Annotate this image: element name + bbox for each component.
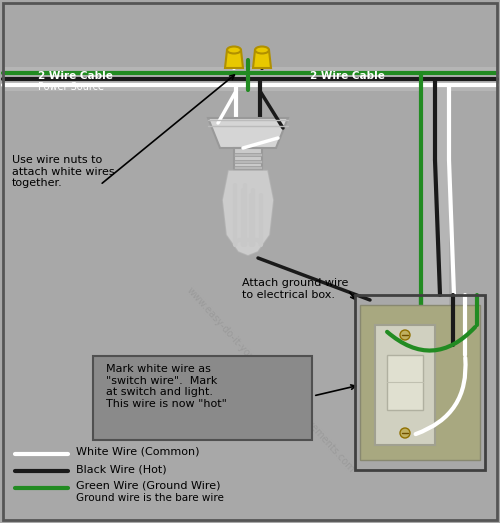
- Bar: [234, 166, 262, 169]
- Text: Mark white wire as
"switch wire".  Mark
at switch and light.
This wire is now "h: Mark white wire as "switch wire". Mark a…: [106, 364, 227, 409]
- Bar: [234, 148, 262, 170]
- Bar: [234, 153, 262, 156]
- Circle shape: [400, 330, 410, 340]
- Ellipse shape: [255, 47, 269, 53]
- Polygon shape: [208, 118, 288, 148]
- Text: 2 Wire Cable: 2 Wire Cable: [38, 71, 113, 81]
- Circle shape: [400, 428, 410, 438]
- Text: Attach ground wire
to electrical box.: Attach ground wire to electrical box.: [242, 278, 348, 300]
- Text: Use wire nuts to
attach white wires
together.: Use wire nuts to attach white wires toge…: [12, 155, 115, 188]
- Text: Green Wire (Ground Wire): Green Wire (Ground Wire): [76, 481, 221, 491]
- Bar: [355, 295, 485, 470]
- Ellipse shape: [227, 47, 241, 53]
- Bar: [421, 67, 449, 427]
- Text: Black Wire (Hot): Black Wire (Hot): [76, 464, 166, 474]
- Bar: [3, 67, 421, 91]
- Bar: [360, 305, 480, 460]
- FancyBboxPatch shape: [93, 356, 312, 440]
- Bar: [421, 67, 497, 91]
- Text: Power Source: Power Source: [38, 82, 104, 92]
- Text: White Wire (Common): White Wire (Common): [76, 447, 200, 457]
- Polygon shape: [225, 50, 243, 68]
- Text: 2 Wire Cable: 2 Wire Cable: [310, 71, 385, 81]
- Bar: [234, 160, 262, 163]
- Bar: [375, 325, 435, 445]
- Text: Ground wire is the bare wire: Ground wire is the bare wire: [76, 493, 224, 503]
- Bar: [387, 355, 423, 410]
- Polygon shape: [253, 50, 271, 68]
- Text: www.easy-do-it-yourself-home-improvements.com: www.easy-do-it-yourself-home-improvement…: [184, 286, 356, 474]
- Polygon shape: [222, 170, 274, 256]
